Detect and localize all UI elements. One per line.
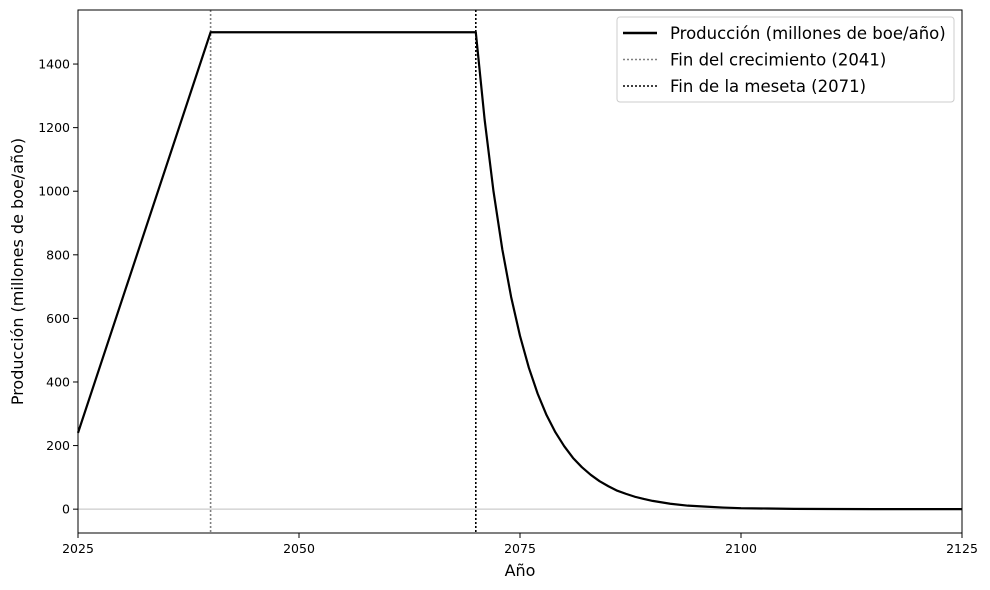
y-tick-label: 800	[46, 247, 70, 262]
x-tick-label: 2050	[283, 541, 315, 556]
x-tick-label: 2075	[504, 541, 536, 556]
y-tick-label: 1200	[38, 120, 70, 135]
x-tick-label: 2125	[946, 541, 978, 556]
y-tick-label: 600	[46, 311, 70, 326]
y-axis-label: Producción (millones de boe/año)	[8, 138, 27, 405]
series-layer	[76, 31, 962, 511]
y-ticks: 0 200 400 600 800 1000 1200 1400	[38, 57, 78, 517]
x-tick-label: 2100	[725, 541, 757, 556]
legend-box	[616, 16, 955, 103]
x-ticks: 2025 2050 2075 2100 2125	[62, 533, 978, 556]
x-axis-label: Año	[505, 561, 536, 580]
legend-label-1: Producción (millones de boe/año)	[670, 24, 946, 43]
y-tick-label: 1000	[38, 184, 70, 199]
x-tick-label: 2025	[62, 541, 94, 556]
y-tick-label: 400	[46, 374, 70, 389]
y-tick-label: 1400	[38, 57, 70, 72]
legend: Producción (millones de boe/año) Fin del …	[616, 16, 955, 103]
vline-layer	[209, 10, 477, 533]
legend-label-3: Fin de la meseta (2071)	[670, 77, 866, 96]
y-tick-label: 200	[46, 438, 70, 453]
legend-label-2: Fin del crecimiento (2041)	[670, 51, 886, 70]
series-line-1	[76, 31, 962, 511]
y-tick-label: 0	[62, 502, 70, 517]
